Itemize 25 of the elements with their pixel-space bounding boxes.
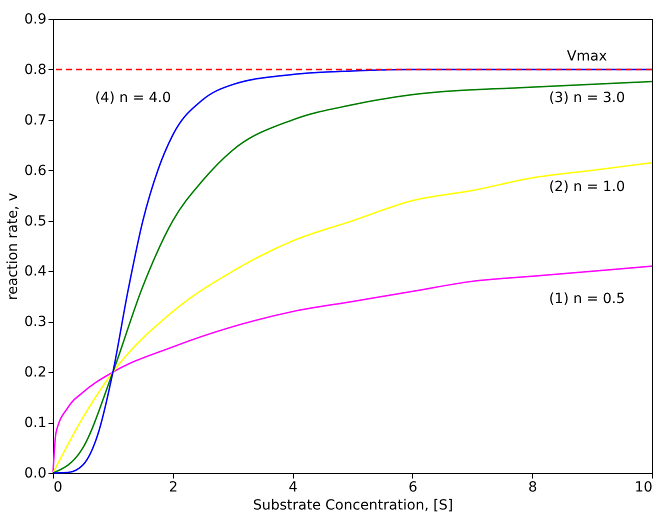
y-tick-label: 0.1 (24, 415, 46, 432)
annotation: (3) n = 3.0 (548, 90, 626, 106)
y-tick-label: 0.4 (24, 264, 47, 280)
y-tick-label: 0.0 (24, 466, 46, 482)
line-series (52, 265, 653, 474)
y-tick-label: 0.7 (24, 112, 46, 128)
y-tick-label: 0.3 (24, 314, 46, 330)
y-tick-label: 0.6 (24, 162, 47, 179)
line-series (52, 162, 653, 474)
y-axis-title: reaction rate, v (5, 192, 22, 300)
x-tick-label: 2 (168, 480, 178, 496)
y-tick-label: 0.9 (24, 12, 46, 28)
ref-line-label: Vmax (566, 48, 607, 64)
annotation: (2) n = 1.0 (548, 179, 626, 195)
y-tick-label: 0.8 (24, 62, 46, 78)
x-tick-label: 0 (54, 480, 62, 496)
x-tick-label: 4 (288, 480, 298, 496)
x-tick-label: 8 (528, 480, 538, 496)
y-tick-label: 0.5 (24, 213, 46, 230)
y-tick-label: 0.2 (24, 364, 46, 381)
x-tick-label: 10 (634, 480, 652, 496)
x-axis-title: Substrate Concentration, [S] (252, 498, 454, 514)
x-tick-label: 6 (408, 480, 418, 496)
annotation: (1) n = 0.5 (548, 291, 626, 307)
annotation: (4) n = 4.0 (94, 90, 172, 106)
